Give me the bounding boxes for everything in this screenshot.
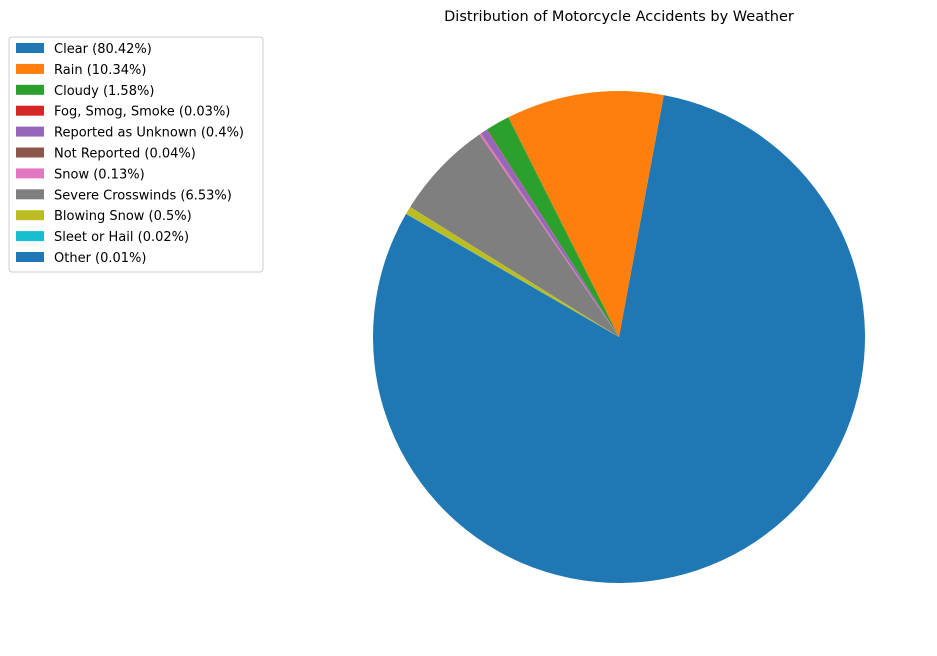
- legend-label-7: Severe Crosswinds (6.53%): [54, 188, 232, 203]
- pie-slice-5: [481, 132, 619, 337]
- pie-slice-2: [487, 117, 619, 337]
- legend-label-3: Fog, Smog, Smoke (0.03%): [54, 105, 230, 120]
- legend-label-5: Not Reported (0.04%): [54, 147, 196, 162]
- legend-swatch-4: [16, 126, 44, 137]
- pie-slice-4: [481, 129, 619, 337]
- legend-swatch-9: [16, 231, 44, 242]
- legend-label-10: Other (0.01%): [54, 251, 147, 266]
- legend-swatch-1: [16, 63, 44, 74]
- legend-swatch-8: [16, 210, 44, 221]
- pie-slice-3: [486, 129, 619, 337]
- legend-label-2: Cloudy (1.58%): [54, 84, 154, 99]
- legend-frame: [8, 36, 264, 273]
- pie-slices: [373, 91, 866, 584]
- legend-swatch-10: [16, 252, 44, 262]
- pie-slice-0: [373, 95, 866, 584]
- legend-label-9: Sleet or Hail (0.02%): [54, 230, 189, 245]
- legend-label-4: Reported as Unknown (0.4%): [54, 126, 244, 141]
- pie-slice-7: [410, 134, 619, 337]
- legend-label-6: Snow (0.13%): [54, 167, 145, 182]
- legend-label-1: Rain (10.34%): [54, 63, 146, 78]
- legend-swatch-2: [16, 84, 44, 95]
- pie-slice-1: [508, 91, 664, 337]
- legend-swatch-0: [16, 43, 44, 53]
- legend: Clear (80.42%) Rain (10.34%) Cloudy (1.58%…: [8, 36, 264, 273]
- legend-label-8: Blowing Snow (0.5%): [54, 209, 192, 224]
- legend-swatch-5: [16, 147, 44, 158]
- pie-slice-6: [479, 133, 619, 337]
- chart-title: Distribution of Motorcycle Accidents by …: [444, 9, 794, 25]
- legend-swatch-3: [16, 105, 44, 116]
- legend-swatch-6: [16, 168, 44, 179]
- legend-label-0: Clear (80.42%): [54, 42, 152, 57]
- pie-slice-10: [405, 213, 619, 337]
- legend-swatch-7: [16, 189, 44, 200]
- pie-slice-9: [406, 213, 619, 337]
- pie-slice-8: [406, 206, 619, 337]
